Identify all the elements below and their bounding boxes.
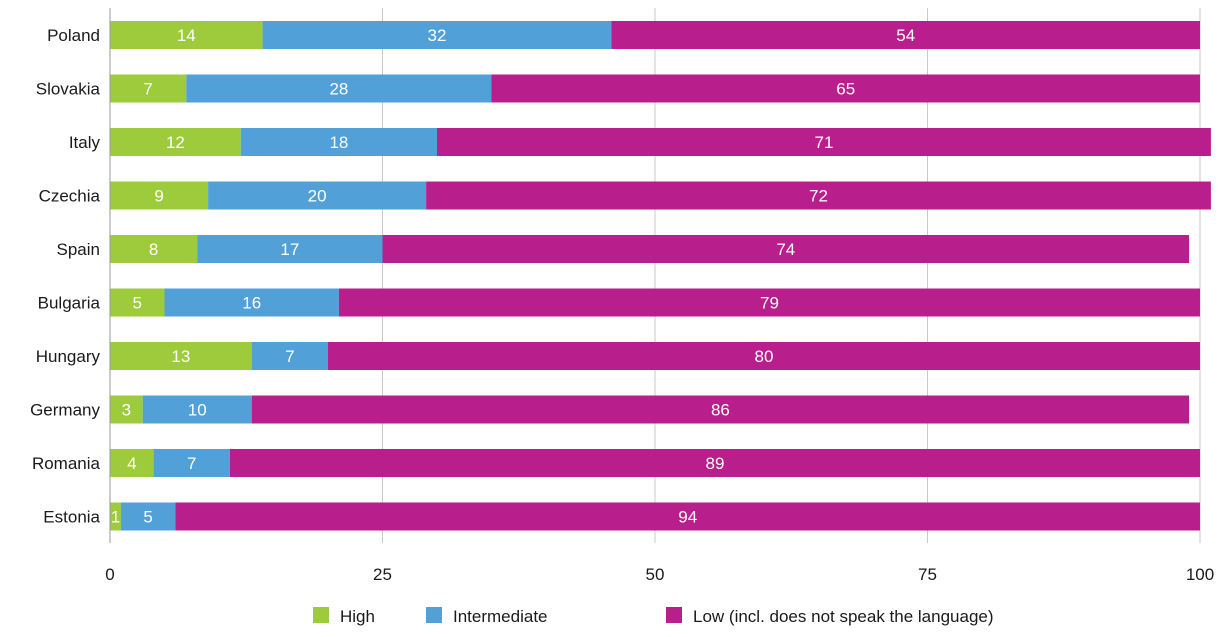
bar-romania-series-0 [110,449,154,477]
x-tick-label-50: 50 [646,565,665,584]
bar-czechia-series-0 [110,181,209,210]
bar-italy-series-2 [437,128,1211,156]
bar-slovakia-series-0 [110,74,187,103]
data-label-italy-series-2: 71 [814,133,833,152]
bar-estonia-series-2 [175,502,1200,531]
data-label-estonia-series-2: 94 [678,508,697,527]
data-label-hungary-series-0: 13 [171,347,190,366]
data-label-hungary-series-2: 80 [755,347,774,366]
bar-spain-series-1 [197,235,383,263]
x-tick-label-100: 100 [1186,565,1214,584]
data-label-spain-series-0: 8 [149,240,158,259]
data-label-spain-series-1: 17 [280,240,299,259]
bar-poland-series-0 [110,21,263,49]
data-label-poland-series-1: 32 [428,26,447,45]
data-label-poland-series-2: 54 [896,26,915,45]
data-label-poland-series-0: 14 [177,26,196,45]
bar-italy-series-1 [240,128,437,156]
category-label-poland: Poland [47,26,100,45]
bar-germany-series-2 [251,395,1190,424]
bar-romania-series-1 [153,449,230,477]
data-label-slovakia-series-1: 28 [329,80,348,99]
bar-hungary-series-0 [110,342,252,370]
category-label-romania: Romania [32,454,101,473]
data-label-estonia-series-1: 5 [143,508,152,527]
data-label-slovakia-series-0: 7 [143,80,152,99]
bar-hungary-series-1 [251,342,328,370]
data-label-germany-series-1: 10 [188,401,207,420]
data-label-czechia-series-1: 20 [308,187,327,206]
axes: 0 25 50 75 100PolandSlovakiaItalyCzechiaSpai… [30,8,1214,584]
data-label-spain-series-2: 74 [776,240,795,259]
legend: High Intermediate Low (incl. does not spea… [313,607,994,626]
bar-germany-series-1 [142,395,252,424]
category-label-estonia: Estonia [43,508,100,527]
category-label-italy: Italy [69,133,101,152]
bar-bulgaria-series-0 [110,288,165,317]
data-label-czechia-series-2: 72 [809,187,828,206]
bar-estonia-series-0 [110,502,121,531]
bar-spain-series-2 [382,235,1190,263]
data-label-bulgaria-series-0: 5 [133,294,142,313]
bar-germany-series-0 [110,395,143,424]
legend-swatch-series-2 [666,607,682,623]
bar-slovakia-series-1 [186,74,492,103]
legend-label-series-0: High [340,607,375,626]
bar-bulgaria-series-2 [338,288,1200,317]
legend-label-series-2: Low (incl. does not speak the language) [693,607,994,626]
bar-spain-series-0 [110,235,198,263]
x-tick-label-75: 75 [918,565,937,584]
category-label-slovakia: Slovakia [36,80,101,99]
bar-italy-series-0 [110,128,241,156]
data-label-bulgaria-series-1: 16 [242,294,261,313]
legend-swatch-series-0 [313,607,329,623]
data-label-bulgaria-series-2: 79 [760,294,779,313]
data-label-estonia-series-0: 1 [111,508,120,527]
data-label-romania-series-2: 89 [705,454,724,473]
bar-estonia-series-1 [120,502,176,531]
data-label-slovakia-series-2: 65 [836,80,855,99]
legend-swatch-series-1 [426,607,442,623]
category-label-spain: Spain [57,240,100,259]
bar-poland-series-2 [611,21,1200,49]
data-label-italy-series-1: 18 [329,133,348,152]
bar-hungary-series-2 [328,342,1200,370]
bar-bulgaria-series-1 [164,288,339,317]
category-label-czechia: Czechia [39,187,101,206]
data-label-germany-series-2: 86 [711,401,730,420]
category-label-germany: Germany [30,401,100,420]
bar-romania-series-2 [229,449,1200,477]
x-tick-label-25: 25 [373,565,392,584]
legend-label-series-1: Intermediate [453,607,548,626]
category-label-bulgaria: Bulgaria [38,294,101,313]
data-label-czechia-series-0: 9 [154,187,163,206]
data-label-romania-series-0: 4 [127,454,136,473]
x-tick-label-0: 0 [105,565,114,584]
data-label-romania-series-1: 7 [187,454,196,473]
bar-czechia-series-1 [208,181,427,210]
data-label-germany-series-0: 3 [122,401,131,420]
bar-poland-series-1 [262,21,612,49]
data-label-hungary-series-1: 7 [285,347,294,366]
bar-czechia-series-2 [426,181,1211,210]
category-label-hungary: Hungary [36,347,101,366]
data-label-italy-series-0: 12 [166,133,185,152]
bar-slovakia-series-2 [491,74,1200,103]
